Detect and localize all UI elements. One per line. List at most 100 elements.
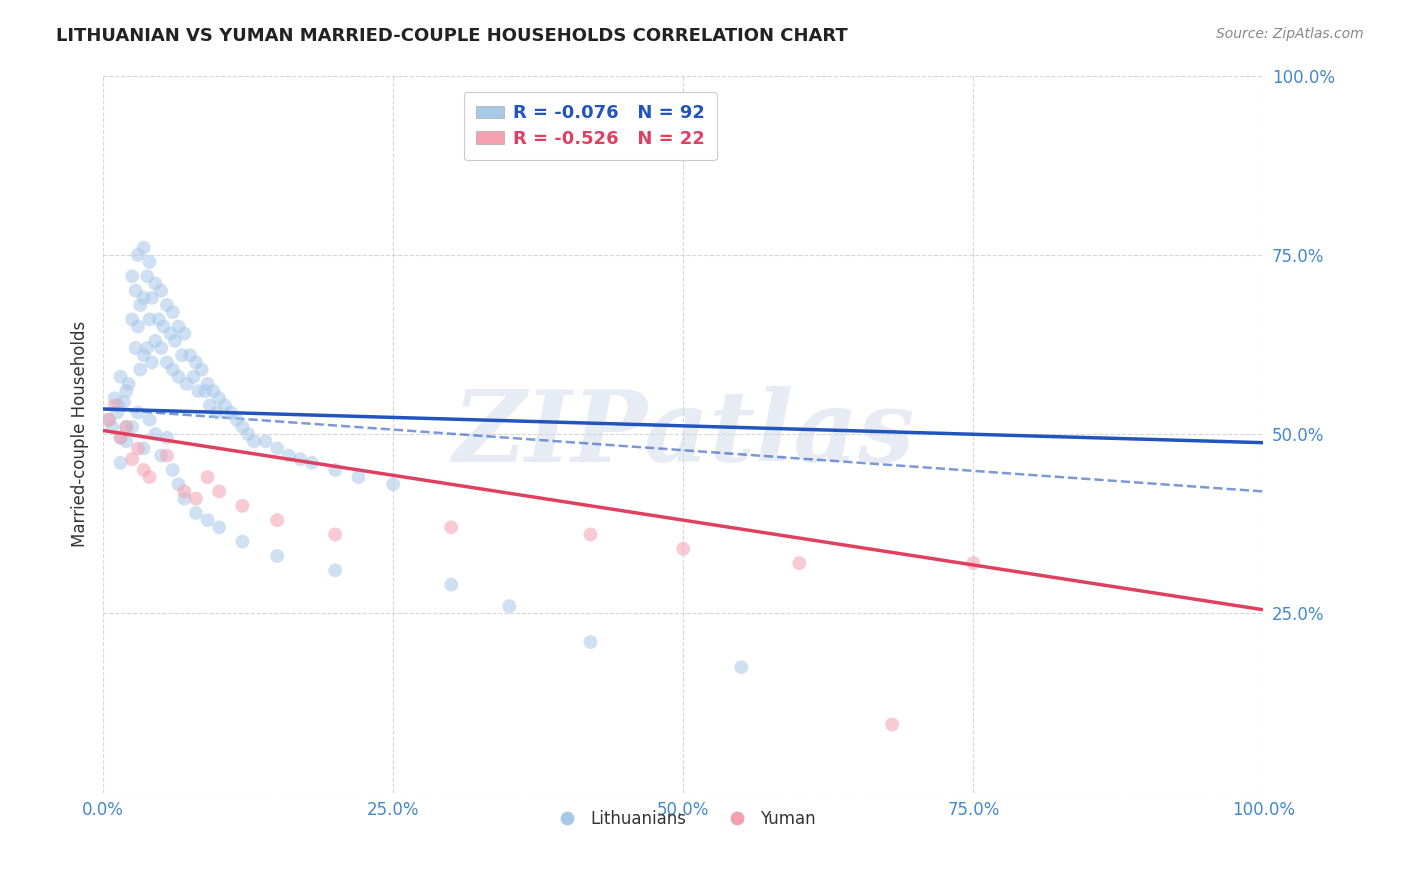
Text: LITHUANIAN VS YUMAN MARRIED-COUPLE HOUSEHOLDS CORRELATION CHART: LITHUANIAN VS YUMAN MARRIED-COUPLE HOUSE… bbox=[56, 27, 848, 45]
Point bbox=[254, 434, 277, 449]
Point bbox=[167, 369, 190, 384]
Point bbox=[208, 520, 231, 534]
Point bbox=[110, 431, 132, 445]
Point bbox=[219, 406, 242, 420]
Point bbox=[787, 556, 810, 570]
Point bbox=[124, 341, 146, 355]
Point bbox=[231, 534, 253, 549]
Point bbox=[208, 391, 231, 405]
Point bbox=[187, 384, 209, 398]
Point bbox=[115, 420, 138, 434]
Point bbox=[214, 398, 236, 412]
Point bbox=[167, 319, 190, 334]
Point bbox=[579, 527, 602, 541]
Point bbox=[110, 369, 132, 384]
Point bbox=[183, 369, 205, 384]
Point bbox=[323, 463, 346, 477]
Point bbox=[115, 434, 138, 449]
Point bbox=[156, 355, 179, 369]
Point bbox=[121, 420, 143, 434]
Point bbox=[112, 394, 135, 409]
Point bbox=[132, 442, 155, 456]
Point bbox=[194, 384, 217, 398]
Point bbox=[107, 398, 129, 412]
Point bbox=[162, 463, 184, 477]
Point bbox=[266, 513, 288, 527]
Point bbox=[202, 384, 225, 398]
Point bbox=[150, 341, 173, 355]
Point bbox=[115, 420, 138, 434]
Point bbox=[104, 398, 127, 412]
Point bbox=[225, 413, 247, 427]
Point bbox=[156, 298, 179, 312]
Point bbox=[231, 499, 253, 513]
Point bbox=[127, 442, 149, 456]
Point bbox=[167, 477, 190, 491]
Point bbox=[190, 362, 212, 376]
Point bbox=[138, 312, 160, 326]
Point bbox=[132, 241, 155, 255]
Point bbox=[141, 355, 163, 369]
Text: Source: ZipAtlas.com: Source: ZipAtlas.com bbox=[1216, 27, 1364, 41]
Point bbox=[277, 449, 299, 463]
Point bbox=[118, 376, 141, 391]
Point bbox=[127, 406, 149, 420]
Point bbox=[129, 362, 152, 376]
Point bbox=[197, 513, 219, 527]
Point bbox=[143, 334, 166, 348]
Point bbox=[104, 391, 127, 405]
Point bbox=[347, 470, 370, 484]
Point bbox=[231, 420, 253, 434]
Point bbox=[323, 527, 346, 541]
Point bbox=[148, 312, 170, 326]
Point bbox=[173, 484, 195, 499]
Point bbox=[156, 449, 179, 463]
Point bbox=[136, 341, 159, 355]
Point bbox=[266, 442, 288, 456]
Point bbox=[290, 452, 312, 467]
Point bbox=[132, 291, 155, 305]
Point bbox=[141, 291, 163, 305]
Point bbox=[101, 420, 124, 434]
Point bbox=[498, 599, 520, 614]
Point bbox=[176, 376, 198, 391]
Point bbox=[440, 577, 463, 591]
Point bbox=[143, 427, 166, 442]
Point bbox=[238, 427, 260, 442]
Point bbox=[208, 484, 231, 499]
Point bbox=[127, 248, 149, 262]
Point bbox=[579, 635, 602, 649]
Point bbox=[672, 541, 695, 556]
Point bbox=[143, 277, 166, 291]
Point bbox=[323, 563, 346, 577]
Point bbox=[197, 470, 219, 484]
Point bbox=[132, 348, 155, 362]
Point bbox=[198, 398, 221, 412]
Legend: Lithuanians, Yuman: Lithuanians, Yuman bbox=[544, 803, 823, 835]
Point bbox=[184, 491, 207, 506]
Point bbox=[170, 348, 193, 362]
Point bbox=[129, 298, 152, 312]
Point bbox=[138, 255, 160, 269]
Point bbox=[97, 413, 120, 427]
Point bbox=[165, 334, 187, 348]
Point bbox=[440, 520, 463, 534]
Point bbox=[138, 470, 160, 484]
Point bbox=[121, 269, 143, 284]
Point bbox=[110, 456, 132, 470]
Y-axis label: Married-couple Households: Married-couple Households bbox=[72, 321, 89, 547]
Point bbox=[150, 449, 173, 463]
Point bbox=[184, 506, 207, 520]
Point bbox=[159, 326, 181, 341]
Point bbox=[301, 456, 323, 470]
Point bbox=[184, 355, 207, 369]
Point bbox=[162, 305, 184, 319]
Point bbox=[110, 431, 132, 445]
Point bbox=[205, 406, 228, 420]
Point bbox=[173, 491, 195, 506]
Point bbox=[136, 269, 159, 284]
Point bbox=[132, 463, 155, 477]
Point bbox=[243, 434, 266, 449]
Point bbox=[730, 660, 752, 674]
Point bbox=[962, 556, 984, 570]
